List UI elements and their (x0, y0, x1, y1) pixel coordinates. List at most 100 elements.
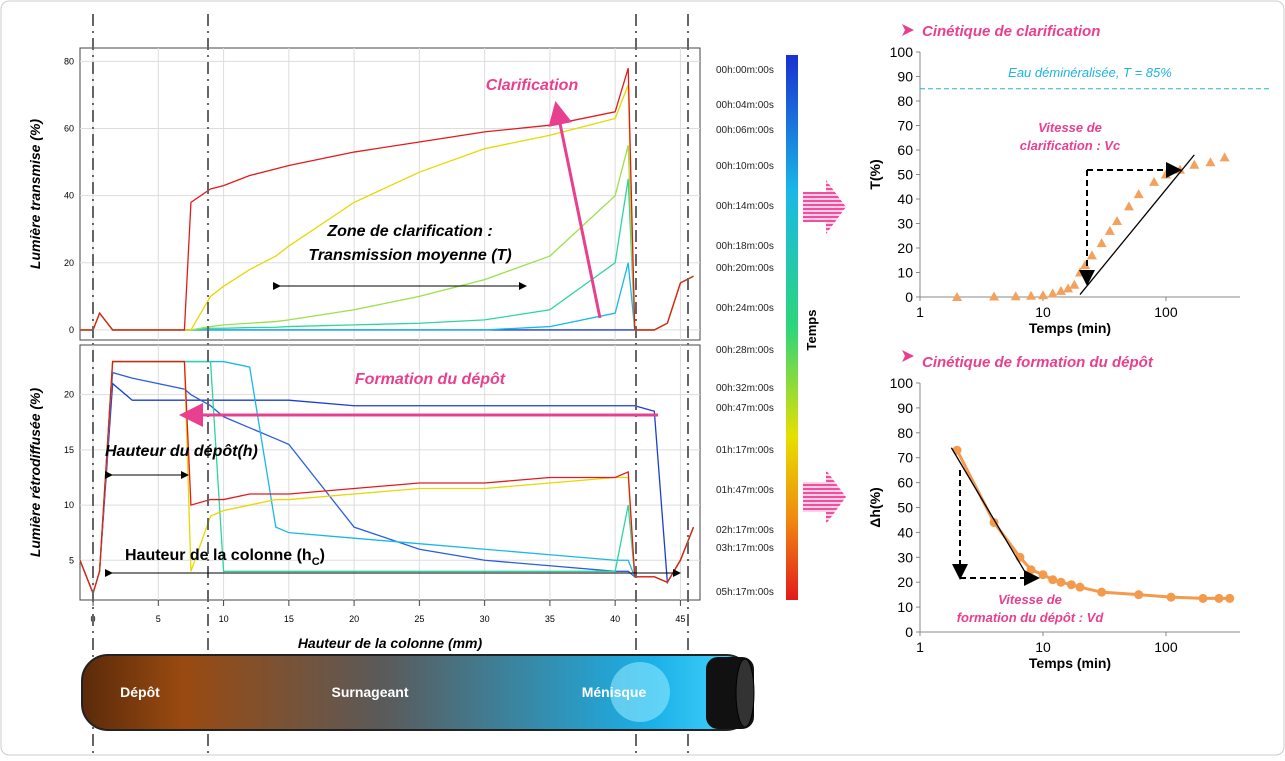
x-tick-label: 100 (1154, 639, 1178, 655)
colorbar-tick-label: 00h:24m:00s (716, 303, 774, 314)
y-axis-label: Lumière transmise (%) (27, 119, 43, 269)
rate-arrows (952, 162, 1182, 586)
y-tick-label: 50 (897, 500, 913, 516)
point (1026, 565, 1036, 575)
annotation: Hauteur de la colonne (hC) (125, 547, 325, 568)
y-tick-label: 50 (897, 167, 913, 183)
point (1086, 250, 1097, 260)
point (1080, 260, 1091, 270)
point (1038, 570, 1048, 580)
point (1133, 189, 1144, 199)
annotation: formation du dépôt : Vd (957, 610, 1105, 625)
x-tick-label: 45 (675, 614, 685, 624)
y-tick-label: 0 (905, 624, 913, 640)
chart-title: Cinétique de formation du dépôt (922, 354, 1154, 371)
y-tick-label: 90 (897, 69, 913, 85)
y-tick-label: 60 (897, 475, 913, 491)
point (1205, 157, 1216, 167)
colorbar-tick-label: 01h:47m:00s (716, 485, 774, 496)
point (952, 292, 963, 301)
point (1069, 279, 1080, 289)
y-tick-label: 10 (897, 599, 913, 615)
point (1149, 176, 1160, 186)
point (1112, 216, 1123, 226)
colorbar-tick-label: 00h:14m:00s (716, 201, 774, 212)
x-tick-label: 5 (156, 614, 161, 624)
colorbar-tick-label: 00h:20m:00s (716, 263, 774, 274)
y-axis-label: T(%) (867, 159, 883, 189)
y-tick-label: 80 (897, 425, 913, 441)
colorbar-tick-label: 00h:18m:00s (716, 241, 774, 252)
colorbar-tick-label: 02h:17m:00s (716, 525, 774, 536)
y-tick-label: 30 (897, 216, 913, 232)
colorbar-tick-label: 05h:17m:00s (716, 587, 774, 598)
plot-frame (79, 47, 701, 341)
x-tick-label: 1 (916, 304, 924, 320)
y-tick-label: 100 (890, 44, 914, 60)
tube-cap-end (735, 658, 755, 728)
y-tick-label: 20 (897, 574, 913, 590)
tube-label: Dépôt (120, 684, 160, 700)
annotation: Hauteur du dépôt(h) (105, 443, 258, 460)
x-tick-label: 25 (414, 614, 424, 624)
annotation-arrow (548, 101, 602, 319)
tube-label: Ménisque (582, 684, 647, 700)
point (1198, 593, 1208, 603)
point (1123, 201, 1134, 211)
x-tick-label: 100 (1154, 304, 1178, 320)
point (1166, 592, 1176, 602)
point (1189, 159, 1200, 169)
annotation: Transmission moyenne (T) (308, 247, 511, 264)
bullet (902, 24, 914, 36)
y-tick-label: 40 (897, 524, 913, 540)
point (1066, 580, 1076, 590)
y-tick-label: 20 (897, 240, 913, 256)
annotation: Vitesse de (998, 592, 1062, 607)
reference-label: Eau déminéralisée, T = 85% (1008, 65, 1172, 80)
x-tick-label: 1 (916, 639, 924, 655)
point (1037, 290, 1048, 300)
point (1026, 290, 1037, 300)
x-tick-label: 30 (480, 614, 490, 624)
y-tick-label: 15 (64, 445, 74, 455)
flow-arrow (803, 470, 846, 524)
y-tick-label: 30 (897, 549, 913, 565)
colorbar-tick-label: 00h:00m:00s (716, 65, 774, 76)
chart-title: Cinétique de clarification (922, 23, 1100, 40)
x-tick-label: 10 (219, 614, 229, 624)
reference-lines (92, 14, 689, 756)
colorbar-tick-label: 00h:06m:00s (716, 125, 774, 136)
y-tick-label: 80 (64, 56, 74, 66)
point (1097, 587, 1107, 597)
point (989, 291, 1000, 301)
x-axis-label: Hauteur de la colonne (mm) (298, 635, 483, 651)
fit-line (950, 447, 1032, 583)
colorbar-tick-label: 01h:17m:00s (716, 445, 774, 456)
point (1063, 283, 1074, 293)
x-tick-label: 15 (284, 614, 294, 624)
y-tick-label: 90 (897, 400, 913, 416)
point (1047, 288, 1058, 298)
y-tick-label: 5 (69, 555, 74, 565)
colorbar-tick-label: 03h:17m:00s (716, 543, 774, 554)
tube-label: Surnageant (331, 684, 408, 700)
colorbar-tick-label: 00h:04m:00s (716, 100, 774, 111)
annotation: clarification : Vc (1020, 138, 1121, 153)
y-tick-label: 40 (64, 191, 74, 201)
y-tick-label: 70 (897, 118, 913, 134)
x-tick-label: 40 (610, 614, 620, 624)
point (1214, 593, 1224, 603)
y-tick-label: 10 (897, 265, 913, 281)
annotation: Formation du dépôt (355, 371, 506, 388)
x-tick-label: 35 (545, 614, 555, 624)
annotation-sub: C (312, 556, 320, 568)
colorbar-tick-label: 00h:47m:00s (716, 403, 774, 414)
y-axis-label: Δh(%) (867, 487, 883, 527)
y-tick-label: 60 (897, 142, 913, 158)
point (1056, 577, 1066, 587)
bullet (902, 350, 914, 362)
x-axis-label: Temps (min) (1029, 655, 1111, 671)
y-tick-label: 10 (64, 500, 74, 510)
